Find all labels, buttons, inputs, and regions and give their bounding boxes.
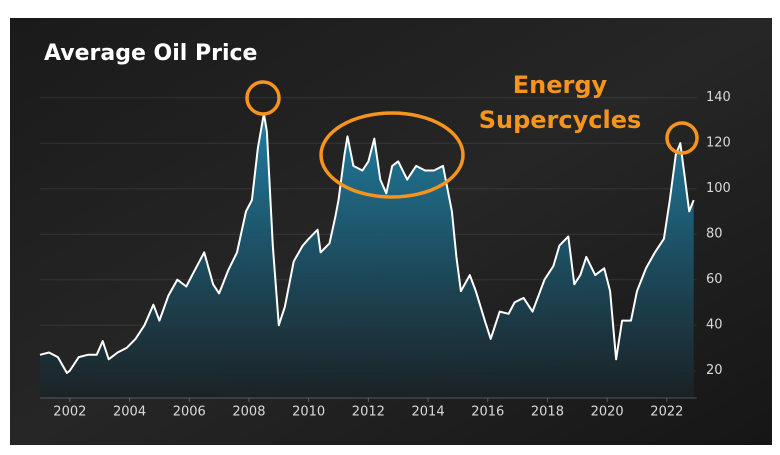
x-tick-label: 2016: [471, 405, 504, 420]
x-tick-label: 2020: [591, 405, 624, 420]
x-tick-label: 2012: [352, 405, 385, 420]
x-tick-label: 2004: [113, 405, 146, 420]
x-tick-label: 2018: [531, 405, 564, 420]
x-tick-label: 2014: [412, 405, 445, 420]
highlight-circle: [245, 80, 281, 116]
x-tick-label: 2002: [53, 405, 86, 420]
annotation: Energy: [513, 71, 608, 99]
y-tick-label: 120: [706, 136, 731, 151]
x-tick-label: 2008: [232, 405, 265, 420]
y-tick-label: 60: [706, 272, 723, 287]
y-tick-label: 80: [706, 227, 723, 242]
x-tick-label: 2010: [292, 405, 325, 420]
x-tick-label: 2022: [650, 405, 683, 420]
y-tick-label: 140: [706, 90, 731, 105]
highlight-circle: [665, 121, 699, 155]
y-tick-label: 100: [706, 181, 731, 196]
chart-title: Average Oil Price: [44, 41, 257, 66]
annotation: Supercycles: [479, 106, 642, 134]
y-tick-label: 40: [706, 318, 723, 333]
highlight-ellipse: [319, 111, 465, 199]
x-tick-label: 2006: [173, 405, 206, 420]
area: [40, 113, 694, 398]
line: [39, 112, 695, 374]
y-tick-label: 20: [706, 363, 723, 378]
